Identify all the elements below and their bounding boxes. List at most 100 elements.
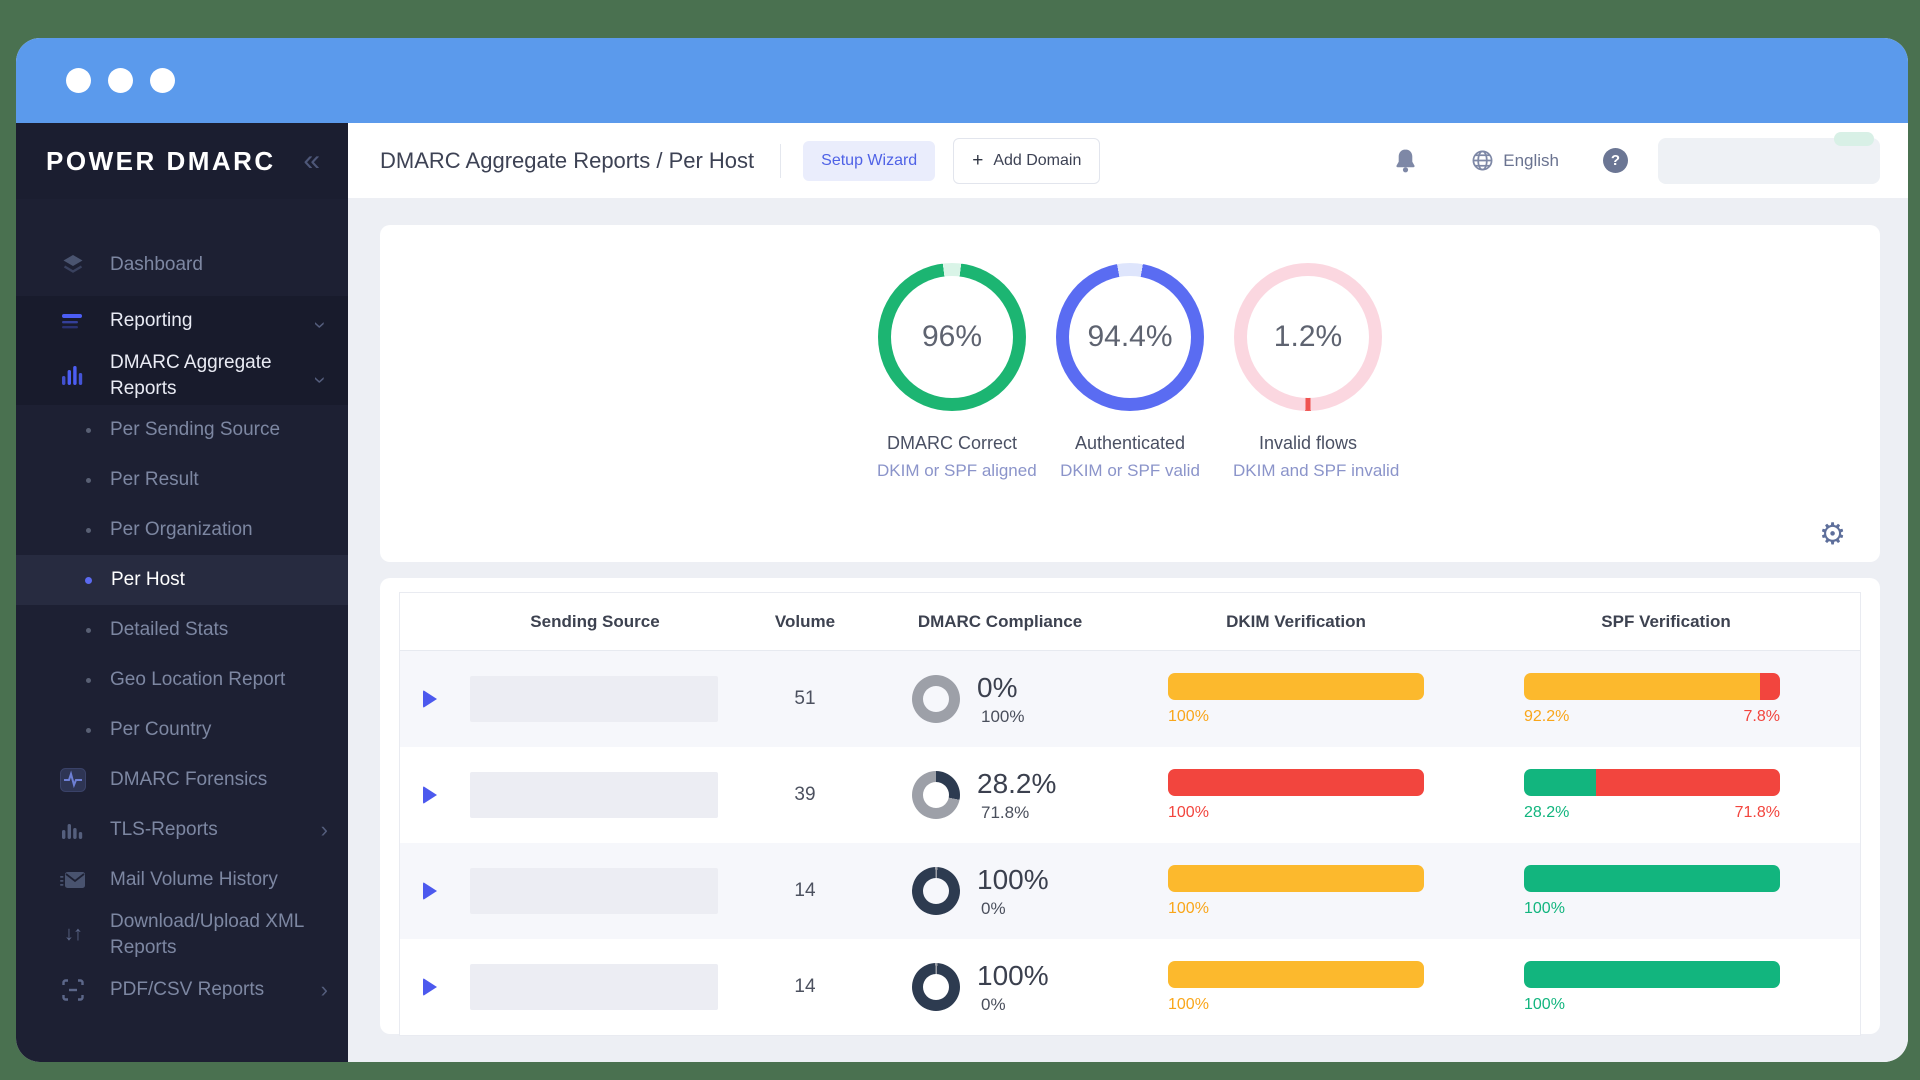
sending-source-redacted: [470, 868, 718, 914]
topbar: DMARC Aggregate Reports / Per Host Setup…: [348, 123, 1908, 198]
compliance-donut: [912, 771, 960, 819]
expand-row-button[interactable]: [423, 882, 437, 900]
sidebar-item-per-country[interactable]: Per Country: [16, 705, 348, 755]
sidebar-item-per-host[interactable]: Per Host: [16, 555, 348, 606]
bar-percentage-label: 100%: [1168, 899, 1209, 917]
dkim-verification-cell: 100%: [1120, 960, 1472, 1014]
bar-percentage-label: 92.2%: [1524, 707, 1570, 725]
bar-percentage-label: 100%: [1168, 995, 1209, 1013]
window-control-dot[interactable]: [108, 68, 133, 93]
sidebar-item-download-upload-xml-reports[interactable]: ↓↑ Download/Upload XML Reports: [16, 905, 348, 964]
sidebar-item-label: Reporting: [110, 310, 193, 332]
sidebar-item-label: Per Country: [110, 719, 212, 741]
bar-segment: [1168, 672, 1424, 700]
compliance-main-percentage: 0%: [977, 671, 1018, 703]
volume-value: 39: [794, 784, 816, 805]
sidebar-item-dmarc-aggregate-reports[interactable]: DMARC Aggregate Reports ›: [16, 346, 348, 406]
window-control-dot[interactable]: [66, 68, 91, 93]
donut-subtitle: DKIM or SPF aligned: [877, 461, 1037, 480]
sidebar-item-reporting[interactable]: Reporting ›: [16, 296, 348, 346]
bar-segment: [1524, 768, 1597, 796]
setup-wizard-button[interactable]: Setup Wizard: [803, 140, 936, 181]
bar-segment: [1524, 672, 1761, 700]
sidebar-item-detailed-stats[interactable]: Detailed Stats: [16, 605, 348, 655]
chevron-down-icon: ›: [308, 375, 334, 384]
spf-verification-cell: 100%: [1472, 960, 1860, 1014]
column-header-dmarc-compliance: DMARC Compliance: [917, 611, 1083, 631]
compliance-donut: [912, 867, 960, 915]
table-row: 14 100% 0% 100% 100%: [400, 843, 1860, 939]
donut-title: Authenticated: [1074, 433, 1186, 453]
sidebar: POWER DMARC « Dashboard Reporting › DMARC A…: [16, 123, 348, 1062]
sidebar-item-label: Dashboard: [110, 254, 203, 276]
bar-percentage-label: 7.8%: [1743, 707, 1780, 725]
sidebar-item-geo-location-report[interactable]: Geo Location Report: [16, 655, 348, 705]
sending-source-redacted: [470, 772, 718, 818]
app-window: POWER DMARC « Dashboard Reporting › DMARC A…: [16, 38, 1908, 1062]
globe-icon: [1471, 149, 1494, 172]
bar-percentage-label: 100%: [1524, 995, 1565, 1013]
expand-row-button[interactable]: [423, 786, 437, 804]
dmarc-compliance-cell: 0% 100%: [880, 672, 1120, 727]
chevron-right-icon: ›: [320, 976, 328, 1002]
language-label: English: [1503, 150, 1559, 170]
window-control-dot[interactable]: [150, 68, 175, 93]
chevron-down-icon: ›: [308, 321, 334, 329]
verification-bar: [1168, 672, 1424, 700]
bullet-icon: [86, 527, 91, 533]
sidebar-item-mail-volume-history[interactable]: Mail Volume History: [16, 855, 348, 905]
bar-segment: [1168, 960, 1424, 988]
column-header-sending-source: Sending Source: [530, 611, 660, 631]
compliance-main-percentage: 100%: [977, 863, 1049, 895]
sidebar-item-per-result[interactable]: Per Result: [16, 455, 348, 505]
donut-subtitle: DKIM or SPF valid: [1060, 461, 1200, 480]
verification-bar: [1524, 960, 1780, 988]
bullet-icon: [85, 576, 92, 584]
user-info-redacted[interactable]: [1658, 131, 1880, 184]
expand-row-button[interactable]: [423, 690, 437, 708]
logo-row: POWER DMARC «: [16, 123, 348, 199]
bullet-icon: [86, 427, 91, 433]
language-selector[interactable]: English: [1471, 149, 1559, 172]
bar-segment: [1596, 768, 1780, 796]
dmarc-compliance-cell: 100% 0%: [880, 864, 1120, 919]
sidebar-item-label: Download/Upload XML Reports: [110, 911, 304, 958]
spf-verification-cell: 100%: [1472, 864, 1860, 918]
sending-source-redacted: [470, 964, 718, 1010]
sidebar-item-dmarc-forensics[interactable]: DMARC Forensics: [16, 755, 348, 805]
content-area: 96% DMARC Correct DKIM or SPF aligned 94.4%…: [348, 198, 1908, 1062]
verification-bar: [1524, 864, 1780, 892]
donut-invalid-flows: 1.2% Invalid flows DKIM and SPF invalid: [1233, 263, 1399, 481]
verification-bar: [1168, 864, 1424, 892]
sidebar-item-label: DMARC Forensics: [110, 769, 268, 791]
sidebar-item-label: Per Organization: [110, 519, 253, 541]
verification-bar: [1168, 768, 1424, 796]
sidebar-item-per-organization[interactable]: Per Organization: [16, 505, 348, 555]
gear-icon[interactable]: ⚙: [1819, 518, 1846, 551]
sending-source-redacted: [470, 676, 718, 722]
bar-segment: [1524, 960, 1780, 988]
window-titlebar: [16, 38, 1908, 123]
verification-bar: [1168, 960, 1424, 988]
expand-row-button[interactable]: [423, 978, 437, 996]
sidebar-item-pdf-csv-reports[interactable]: PDF/CSV Reports ›: [16, 965, 348, 1015]
mail-icon: [58, 871, 88, 889]
spf-verification-cell: 92.2% 7.8%: [1472, 672, 1860, 726]
sidebar-collapse-icon[interactable]: «: [303, 144, 320, 177]
bullet-icon: [86, 727, 91, 733]
dkim-verification-cell: 100%: [1120, 768, 1472, 822]
sidebar-item-per-sending-source[interactable]: Per Sending Source: [16, 405, 348, 455]
bar-segment: [1168, 864, 1424, 892]
volume-value: 51: [794, 688, 816, 709]
sidebar-item-label: Per Result: [110, 469, 199, 491]
help-icon[interactable]: ?: [1603, 148, 1628, 173]
sidebar-item-label: Geo Location Report: [110, 669, 286, 691]
table-header-row: Sending Source Volume DMARC Compliance DKIM…: [400, 593, 1860, 651]
sidebar-item-dashboard[interactable]: Dashboard: [16, 240, 348, 290]
bar-percentage-label: 100%: [1168, 803, 1209, 821]
sidebar-item-tls-reports[interactable]: TLS-Reports ›: [16, 805, 348, 855]
forensics-icon: [58, 768, 88, 793]
add-domain-button[interactable]: + Add Domain: [953, 137, 1101, 184]
sidebar-item-label: Per Sending Source: [110, 419, 281, 441]
notification-bell-icon[interactable]: [1394, 148, 1417, 173]
